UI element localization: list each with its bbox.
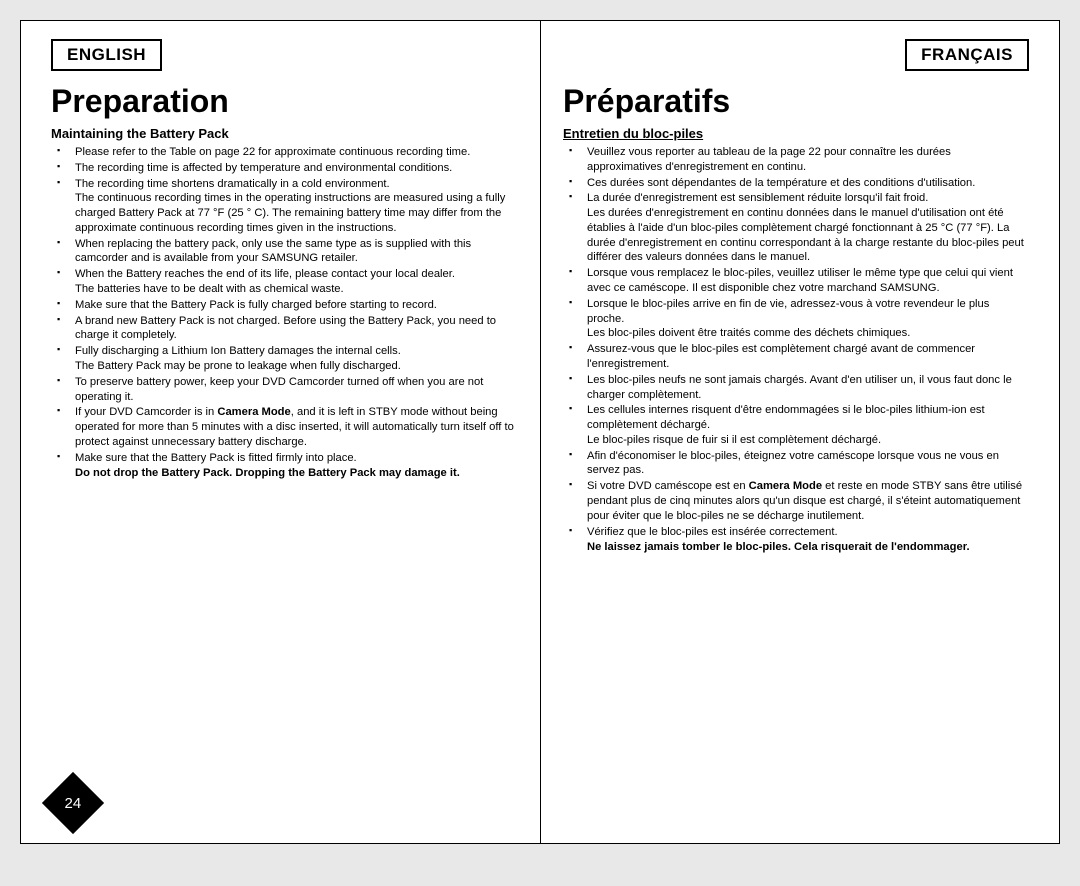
section-subtitle-left: Maintaining the Battery Pack [51,126,518,141]
column-french: FRANÇAIS Préparatifs Entretien du bloc-p… [540,21,1059,843]
bold-note-left: Do not drop the Battery Pack. Dropping t… [51,466,518,481]
list-item: The recording time shortens dramatically… [75,177,518,236]
manual-page: ENGLISH Preparation Maintaining the Batt… [20,20,1060,844]
list-item: La durée d'enregistrement est sensibleme… [587,191,1029,265]
list-item: Veuillez vous reporter au tableau de la … [587,145,1029,175]
list-item: Lorsque le bloc-piles arrive en fin de v… [587,297,1029,341]
list-item-note: The batteries have to be dealt with as c… [75,282,518,297]
list-item: Vérifiez que le bloc-piles est insérée c… [587,525,1029,540]
list-item: Les bloc-piles neufs ne sont jamais char… [587,373,1029,403]
list-item: The recording time is affected by temper… [75,161,518,176]
page-number: 24 [65,795,82,812]
page-number-badge: 24 [42,772,104,834]
page-title-right: Préparatifs [563,83,1029,120]
bullet-list-right: Veuillez vous reporter au tableau de la … [563,145,1029,539]
list-item-note: Les bloc-piles doivent être traités comm… [587,326,1029,341]
list-item: When replacing the battery pack, only us… [75,237,518,267]
list-item: Make sure that the Battery Pack is fitte… [75,451,518,466]
list-item: A brand new Battery Pack is not charged.… [75,314,518,344]
list-item-note: The continuous recording times in the op… [75,191,518,235]
list-item-note: Le bloc-piles risque de fuir si il est c… [587,433,1029,448]
list-item: Make sure that the Battery Pack is fully… [75,298,518,313]
section-subtitle-right: Entretien du bloc-piles [563,126,1029,141]
list-item: Ces durées sont dépendantes de la tempér… [587,176,1029,191]
bullet-list-left: Please refer to the Table on page 22 for… [51,145,518,465]
list-item: Les cellules internes risquent d'être en… [587,403,1029,447]
page-title-left: Preparation [51,83,518,120]
bold-note-right: Ne laissez jamais tomber le bloc-piles. … [563,540,1029,555]
list-item: Si votre DVD caméscope est en Camera Mod… [587,479,1029,523]
list-item: When the Battery reaches the end of its … [75,267,518,297]
list-item: If your DVD Camcorder is in Camera Mode,… [75,405,518,449]
list-item: Please refer to the Table on page 22 for… [75,145,518,160]
list-item: Assurez-vous que le bloc-piles est compl… [587,342,1029,372]
list-item-note: Les durées d'enregistrement en continu d… [587,206,1029,265]
lang-label-english: ENGLISH [51,39,162,71]
list-item: Fully discharging a Lithium Ion Battery … [75,344,518,374]
list-item-note: The Battery Pack may be prone to leakage… [75,359,518,374]
list-item: To preserve battery power, keep your DVD… [75,375,518,405]
lang-label-french: FRANÇAIS [905,39,1029,71]
list-item: Lorsque vous remplacez le bloc-piles, ve… [587,266,1029,296]
column-english: ENGLISH Preparation Maintaining the Batt… [21,21,540,843]
list-item: Afin d'économiser le bloc-piles, éteigne… [587,449,1029,479]
